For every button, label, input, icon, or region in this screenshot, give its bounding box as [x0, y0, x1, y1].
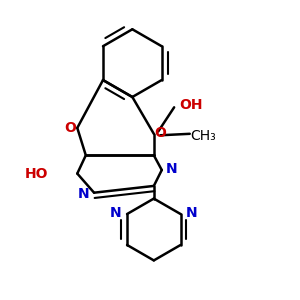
Text: OH: OH: [179, 98, 203, 112]
Text: HO: HO: [25, 167, 48, 181]
Text: O: O: [64, 121, 76, 135]
Text: O: O: [154, 126, 166, 140]
Text: CH₃: CH₃: [190, 129, 216, 143]
Text: N: N: [78, 187, 90, 201]
Text: N: N: [186, 206, 197, 220]
Text: N: N: [166, 161, 178, 176]
Text: N: N: [110, 206, 122, 220]
